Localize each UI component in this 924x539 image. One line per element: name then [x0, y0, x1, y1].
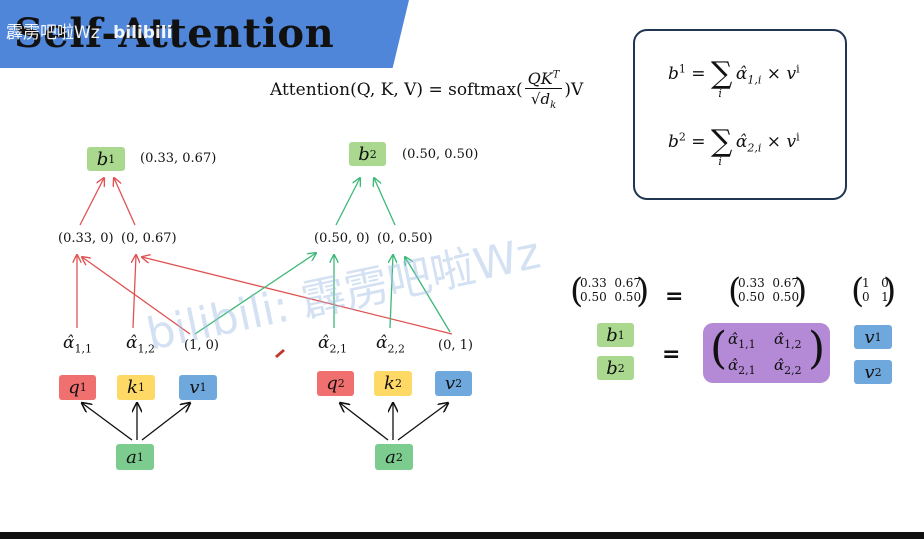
- alpha-matrix-1-2: α̂1,2: [774, 330, 802, 351]
- arrow-v2-w1b: [142, 257, 453, 335]
- identity-matrix: 1 0 0 1: [862, 276, 889, 304]
- arrow-v1-w1a: [82, 257, 191, 335]
- b1-value: (0.33, 0.67): [140, 151, 217, 166]
- alpha-matrix-2-1: α̂2,1: [728, 356, 756, 377]
- v1-value: (1, 0): [184, 338, 219, 353]
- pen-cursor-icon: [275, 349, 285, 358]
- b2-value: (0.50, 0.50): [402, 147, 479, 162]
- arrow-a12-w1b: [133, 255, 136, 329]
- alpha-2-1: α̂2,1: [318, 333, 347, 356]
- alpha-1-2: α̂1,2: [126, 333, 155, 356]
- alpha-matrix-rparen: ): [808, 323, 826, 374]
- middle-matrix-lparen: (: [728, 271, 742, 311]
- arrow-a22-w2b: [390, 255, 393, 329]
- bottom-bar: [0, 532, 924, 539]
- alpha-1-1: α̂1,1: [63, 333, 92, 356]
- result-matrix: 0.33 0.67 0.50 0.50: [580, 276, 642, 304]
- equals-sign-1: =: [665, 284, 684, 309]
- arrow-v1-w2a: [194, 253, 316, 335]
- arrow-a2-v2: [397, 403, 448, 441]
- arrow-w2a-b2: [335, 178, 360, 226]
- left-weighted-a: (0.33, 0): [58, 231, 114, 246]
- page-title: Self-Attention: [14, 10, 335, 57]
- formula-numerator: QKT: [524, 69, 563, 89]
- weighted-sum-box: [633, 29, 847, 200]
- identity-matrix-rparen: ): [883, 271, 897, 311]
- alpha-2-2: α̂2,2: [376, 333, 405, 356]
- formula-fraction: QKT √dk: [524, 69, 563, 111]
- arrow-a1-v1: [141, 403, 190, 441]
- result-matrix-lparen: (: [570, 271, 584, 311]
- sum-line-2: b2 = ∑iα̂2,i × vi: [668, 124, 800, 169]
- v2-value: (0, 1): [438, 338, 473, 353]
- right-weighted-a: (0.50, 0): [314, 231, 370, 246]
- formula-rhs: )V: [564, 80, 584, 100]
- left-weighted-b: (0, 0.67): [121, 231, 177, 246]
- alpha-matrix-2-2: α̂2,2: [774, 356, 802, 377]
- alpha-matrix-1-1: α̂1,1: [728, 330, 756, 351]
- alpha-matrix-lparen: (: [710, 323, 728, 374]
- arrow-w1b-b1: [114, 178, 136, 226]
- arrow-v2-w2b: [405, 257, 451, 333]
- alpha-matrix-box: [703, 323, 830, 383]
- right-weighted-b: (0, 0.50): [377, 231, 433, 246]
- attention-formula: Attention(Q, K, V) = softmax( QKT √dk )V: [270, 60, 583, 120]
- title-bar: [0, 0, 409, 68]
- identity-matrix-lparen: (: [851, 271, 865, 311]
- formula-lhs: Attention(Q, K, V) = softmax(: [270, 80, 523, 100]
- watermark-top: 霹雳吧啦Wz bilibili: [6, 18, 172, 43]
- result-matrix-rparen: ): [636, 271, 650, 311]
- arrow-w1a-b1: [79, 178, 104, 226]
- watermark-top-text: 霹雳吧啦Wz: [6, 23, 100, 43]
- watermark-top-logo: bilibili: [113, 23, 173, 43]
- middle-matrix-rparen: ): [794, 271, 808, 311]
- arrow-a1-q1: [82, 403, 133, 441]
- middle-matrix: 0.33 0.67 0.50 0.50: [738, 276, 800, 304]
- arrow-a2-q2: [340, 403, 389, 441]
- equals-sign-2: =: [662, 342, 681, 367]
- sum-line-1: b1 = ∑iα̂1,i × vi: [668, 56, 800, 101]
- arrow-w2b-b2: [374, 178, 396, 226]
- formula-denominator: √dk: [530, 90, 557, 111]
